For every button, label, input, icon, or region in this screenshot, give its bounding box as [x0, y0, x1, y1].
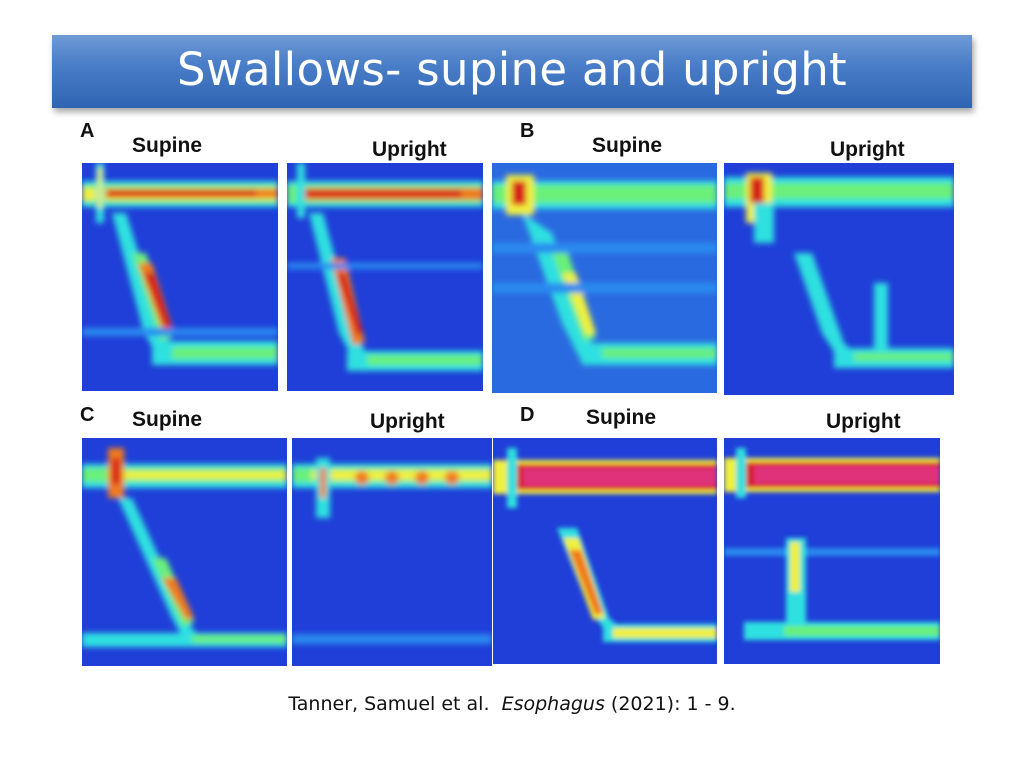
- plot-label-a-supine: Supine: [132, 134, 203, 157]
- hrm-heatmap-c-supine: [82, 438, 287, 666]
- panel-letter-d: D: [520, 404, 535, 426]
- plot-label-d-supine: Supine: [586, 406, 657, 429]
- plot-label-b-upright: Upright: [830, 138, 905, 161]
- slide-title: Swallows- supine and upright: [177, 43, 847, 96]
- citation-authors: Tanner, Samuel et al.: [288, 693, 490, 715]
- hrm-plot-b-supine: [492, 163, 717, 393]
- plot-label-b-supine: Supine: [592, 134, 663, 157]
- plot-label-c-supine: Supine: [132, 408, 203, 431]
- hrm-heatmap-b-upright: [724, 163, 954, 395]
- plot-label-a-upright: Upright: [372, 138, 447, 161]
- plot-label-d-upright: Upright: [826, 410, 901, 433]
- hrm-heatmap-d-upright: [724, 438, 940, 664]
- hrm-heatmap-a-upright: [287, 163, 483, 391]
- hrm-plot-b-upright: [724, 163, 954, 395]
- citation-journal: Esophagus: [501, 693, 605, 715]
- hrm-plot-d-supine: [493, 438, 717, 664]
- hrm-plot-c-supine: [82, 438, 287, 666]
- hrm-plot-c-upright: [292, 438, 492, 666]
- hrm-plot-d-upright: [724, 438, 940, 664]
- hrm-heatmap-a-supine: [82, 163, 278, 391]
- panel-letter-a: A: [80, 120, 95, 142]
- plot-label-c-upright: Upright: [370, 410, 445, 433]
- hrm-heatmap-d-supine: [493, 438, 717, 664]
- manometry-figure: A B C D Supine Upright Supine Upright Su…: [78, 118, 958, 673]
- panel-letter-c: C: [80, 404, 95, 426]
- citation-details: (2021): 1 - 9.: [610, 693, 736, 715]
- hrm-plot-a-supine: [82, 163, 278, 391]
- slide-title-bar: Swallows- supine and upright: [52, 35, 972, 108]
- citation: Tanner, Samuel et al. Esophagus (2021): …: [0, 693, 1024, 715]
- panel-letter-b: B: [520, 120, 535, 142]
- hrm-heatmap-c-upright: [292, 438, 492, 666]
- hrm-heatmap-b-supine: [492, 163, 717, 393]
- hrm-plot-a-upright: [287, 163, 483, 391]
